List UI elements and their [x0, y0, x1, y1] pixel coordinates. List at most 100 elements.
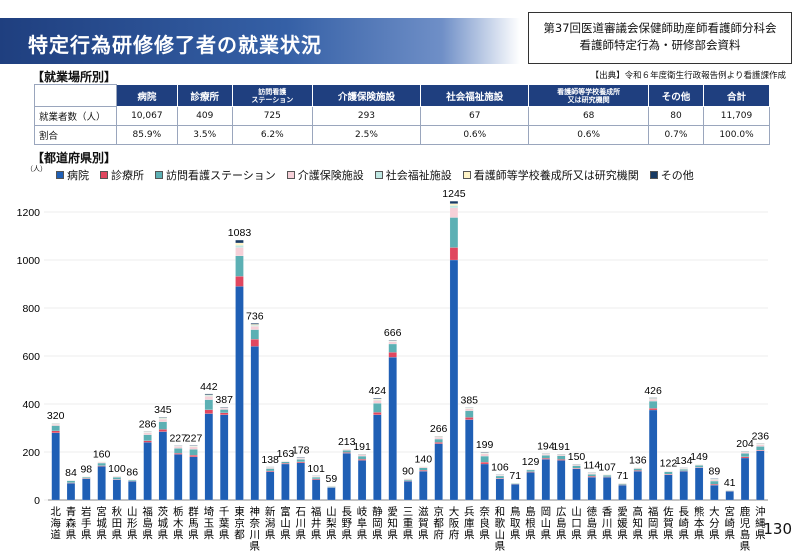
x-tick-label: 山: [326, 506, 337, 518]
x-tick-label: 県: [403, 529, 414, 541]
bar-total-label: 163: [277, 448, 295, 460]
table-cell: 10,067: [116, 106, 178, 126]
table-cell: 100.0%: [703, 125, 770, 145]
bar-segment: [695, 464, 704, 466]
y-tick-label: 800: [22, 303, 40, 315]
x-tick-label: 木: [173, 518, 184, 530]
bar-segment: [756, 444, 765, 447]
bar-segment: [204, 413, 213, 501]
header-clinic: 診療所: [176, 84, 233, 107]
table-cell: 293: [311, 106, 422, 126]
workplace-section-label: 【就業場所別】: [32, 70, 117, 84]
bar-segment: [204, 396, 213, 400]
bar-segment: [296, 462, 305, 501]
bar-segment: [434, 438, 443, 443]
x-tick-label: 岡: [541, 506, 552, 518]
x-tick-label: 県: [311, 529, 322, 541]
x-tick-label: 島: [556, 517, 567, 530]
x-tick-label: 城: [96, 518, 107, 530]
y-tick-label: 1200: [17, 207, 41, 219]
bar-segment: [695, 465, 704, 468]
x-tick-label: 和: [495, 506, 506, 518]
bar-segment: [296, 458, 305, 460]
table-cell: 0.6%: [528, 125, 649, 145]
x-tick-label: 京: [433, 505, 444, 518]
bar-total-label: 191: [353, 441, 371, 453]
x-tick-label: 県: [541, 529, 552, 541]
x-tick-label: 県: [188, 529, 199, 541]
x-tick-label: 知: [387, 517, 398, 530]
table-cell: 0.7%: [647, 125, 705, 145]
x-tick-label: 宮: [724, 505, 735, 518]
x-tick-label: 馬: [188, 518, 199, 530]
bar-segment: [495, 475, 504, 477]
bar-segment: [235, 286, 244, 501]
x-tick-label: 県: [326, 529, 337, 541]
bar-segment: [97, 466, 106, 501]
bar-segment: [296, 461, 305, 463]
x-tick-label: 石: [296, 506, 307, 518]
x-tick-label: 口: [571, 518, 582, 530]
header-welfare-facility: 社会福祉施設: [420, 84, 530, 107]
x-tick-label: 県: [112, 529, 123, 541]
x-tick-label: 沖: [755, 505, 766, 518]
x-tick-label: 広: [556, 505, 567, 518]
x-tick-label: 茨: [158, 505, 169, 518]
bar-segment: [572, 468, 581, 501]
bar-segment: [388, 352, 397, 358]
prefecture-section-label: 【都道府県別】: [32, 151, 117, 165]
bar-segment: [480, 462, 489, 465]
header-school-research: 看護師等学校養成所 又は研究機関: [528, 84, 649, 107]
x-tick-label: 高: [633, 505, 644, 518]
x-tick-label: 賀: [418, 518, 429, 530]
legend-item: 看護師等学校養成所又は研究機関: [462, 167, 639, 183]
x-tick-label: 兵: [464, 505, 475, 518]
bar-segment: [82, 478, 91, 501]
x-tick-label: 本: [694, 517, 705, 530]
bar-total-label: 227: [185, 433, 203, 445]
bar-total-label: 204: [736, 438, 754, 450]
bar-segment: [434, 443, 443, 501]
x-tick-label: 長: [341, 506, 352, 518]
x-tick-label: 島: [740, 528, 751, 541]
bar-total-label: 86: [126, 466, 138, 478]
x-tick-label: 田: [112, 518, 123, 530]
bar-segment: [204, 395, 213, 397]
bar-segment: [174, 446, 183, 449]
bar-total-label: 107: [598, 461, 616, 473]
bar-total-label: 1083: [228, 227, 252, 239]
x-tick-label: 山: [280, 518, 291, 530]
bar-segment: [511, 484, 520, 501]
bar-segment: [66, 480, 76, 483]
source-line-2: 看護師特定行為・研修部会資料: [579, 38, 741, 52]
bar-segment: [710, 485, 719, 501]
table-row: 割合 85.9% 3.5% 6.2% 2.5% 0.6% 0.6% 0.7% 1…: [34, 125, 770, 145]
x-tick-label: 県: [96, 529, 107, 541]
x-tick-label: 福: [142, 505, 153, 518]
x-tick-label: 山: [571, 506, 582, 518]
source-box: 第37回医道審議会保健師助産師看護師分科会 看護師特定行為・研修部会資料: [528, 12, 792, 64]
bar-segment: [526, 471, 535, 473]
x-tick-label: 東: [234, 505, 245, 518]
bar-segment: [220, 412, 229, 415]
bar-segment: [756, 450, 765, 451]
bar-segment: [250, 324, 259, 326]
x-tick-label: 県: [341, 529, 352, 541]
bar-segment: [342, 452, 351, 454]
bar-total-label: 98: [80, 463, 92, 475]
header-care-facility: 介護保険施設: [311, 84, 422, 107]
x-tick-label: 県: [81, 529, 92, 541]
bar-total-label: 387: [215, 394, 233, 406]
x-tick-label: 歌: [495, 517, 506, 530]
x-tick-label: 根: [525, 517, 536, 530]
bar-total-label: 59: [326, 473, 338, 485]
x-tick-label: 長: [678, 506, 689, 518]
bar-segment: [572, 464, 581, 466]
bar-segment: [235, 255, 244, 277]
header-other: その他: [647, 84, 705, 107]
bar-segment: [587, 477, 596, 501]
x-tick-label: 井: [311, 517, 322, 530]
bar-segment: [449, 259, 459, 501]
x-tick-label: 川: [250, 529, 261, 541]
bar-segment: [51, 430, 60, 433]
